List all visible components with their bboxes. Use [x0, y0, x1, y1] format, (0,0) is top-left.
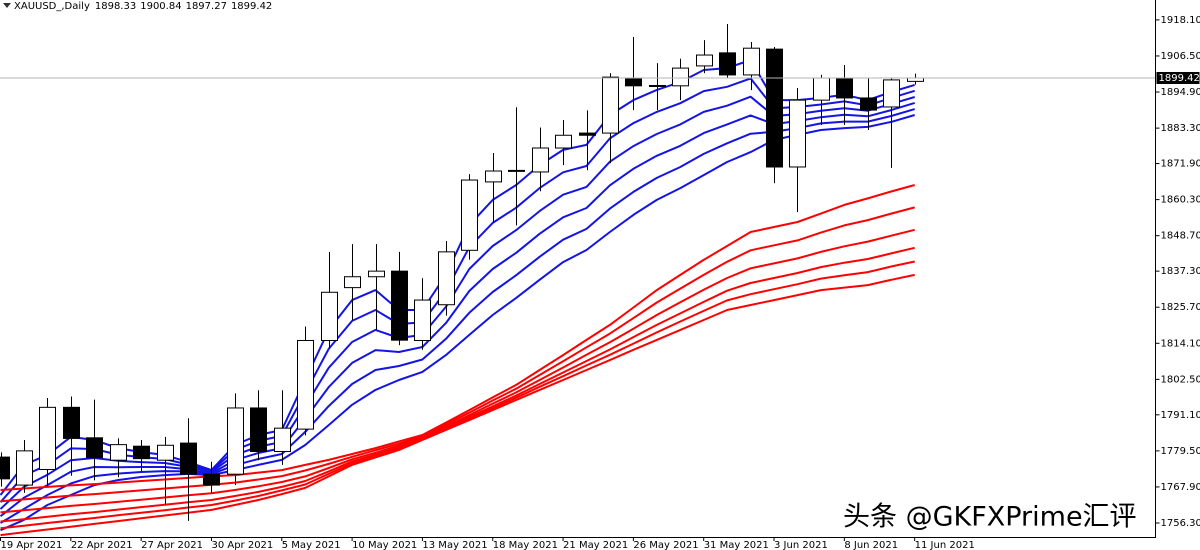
x-tick-label: 18 May 2021 [493, 540, 558, 550]
candle-body [579, 132, 596, 136]
candle-body [508, 169, 525, 172]
candle-body [696, 54, 713, 67]
y-tick-label: 1756.30 [1161, 518, 1200, 529]
candle-body [743, 47, 760, 76]
candle-body [555, 134, 572, 149]
x-tick-label: 11 Jun 2021 [915, 540, 975, 550]
x-tick-label: 19 Apr 2021 [1, 540, 63, 550]
moving-average-line [0, 108, 915, 524]
header-low: 1897.27 [186, 1, 227, 12]
y-tick-label: 1848.70 [1161, 231, 1200, 242]
x-tick-label: 8 Jun 2021 [844, 540, 898, 550]
candle-body [836, 77, 853, 99]
candle-body [883, 79, 900, 108]
candle-body [344, 276, 361, 289]
candle-body [649, 85, 666, 88]
x-tick-label: 13 May 2021 [422, 540, 487, 550]
candle-body [860, 97, 877, 111]
header-open: 1898.33 [95, 1, 136, 12]
y-tick-label: 1894.90 [1161, 87, 1200, 98]
candle-body [297, 339, 314, 430]
candle-body [0, 456, 10, 480]
x-tick-label: 31 May 2021 [704, 540, 769, 550]
candle-body [227, 407, 244, 475]
header-close: 1899.42 [231, 1, 272, 12]
moving-average-line [0, 260, 915, 530]
y-tick-label: 1779.50 [1161, 446, 1200, 457]
y-tick-label: 1871.90 [1161, 159, 1200, 170]
candle-body [250, 407, 267, 452]
candle-body [789, 99, 806, 168]
x-tick-label: 27 Apr 2021 [141, 540, 203, 550]
candle-body [321, 291, 338, 341]
moving-average-line [0, 228, 915, 514]
y-tick-label: 1814.10 [1161, 338, 1200, 349]
candle-body [766, 48, 783, 168]
candle-body [157, 444, 174, 461]
candle-body [532, 147, 549, 173]
x-tick-label: 21 May 2021 [563, 540, 628, 550]
candle-body [86, 437, 103, 459]
y-tick-label: 1825.70 [1161, 302, 1200, 313]
x-tick-label: 5 May 2021 [282, 540, 341, 550]
candle-body [110, 444, 127, 461]
y-tick-label: 1883.30 [1161, 123, 1200, 134]
candle-body [907, 77, 924, 82]
x-tick-label: 26 May 2021 [633, 540, 698, 550]
candle-body [180, 442, 197, 475]
candle-body [39, 406, 56, 471]
moving-average-line [0, 206, 915, 503]
current-price-box [1156, 71, 1200, 84]
moving-average-line [0, 77, 915, 503]
moving-average-line [0, 101, 915, 517]
moving-average-line [0, 95, 915, 510]
candle-body [133, 445, 150, 460]
candle-body [485, 170, 502, 183]
candle-body [274, 427, 291, 452]
candle-body [672, 67, 689, 87]
candle-body [625, 77, 642, 87]
candle-body [368, 270, 385, 278]
menu-arrow-icon[interactable] [3, 3, 11, 8]
chart-header: XAUUSD_,Daily 1898.33 1900.84 1897.27 1899.4… [14, 1, 272, 12]
y-tick-label: 1767.90 [1161, 482, 1200, 493]
y-tick-label: 1791.10 [1161, 410, 1200, 421]
candle-body [414, 299, 431, 341]
candle-body [16, 450, 33, 486]
x-tick-label: 3 Jun 2021 [774, 540, 828, 550]
header-high: 1900.84 [140, 1, 181, 12]
y-tick-label: 1860.30 [1161, 195, 1200, 206]
y-tick-label: 1918.10 [1161, 15, 1200, 26]
x-tick-label: 10 May 2021 [352, 540, 417, 550]
candle-body [461, 179, 478, 251]
current-price-label: 1899.42 [1159, 73, 1200, 84]
plot-area [0, 23, 1156, 537]
moving-average-line [0, 114, 915, 532]
watermark: 头条 @GKFXPrime汇评 [843, 502, 1137, 533]
moving-average-line [0, 59, 915, 496]
moving-average-line [0, 184, 915, 491]
candle-body [719, 52, 736, 76]
moving-average-line [0, 273, 915, 537]
candle-body [391, 270, 408, 341]
candle-body [203, 473, 220, 486]
y-tick-label: 1906.50 [1161, 51, 1200, 62]
candle-body [63, 406, 80, 439]
candle-body [813, 77, 830, 101]
y-tick-label: 1837.30 [1161, 266, 1200, 277]
symbol: XAUUSD_,Daily [14, 1, 90, 12]
candle-body [602, 76, 619, 134]
moving-average-line [0, 246, 915, 523]
x-tick-label: 22 Apr 2021 [71, 540, 133, 550]
x-tick-label: 30 Apr 2021 [211, 540, 273, 550]
candle-body [438, 251, 455, 306]
y-tick-label: 1802.50 [1161, 374, 1200, 385]
